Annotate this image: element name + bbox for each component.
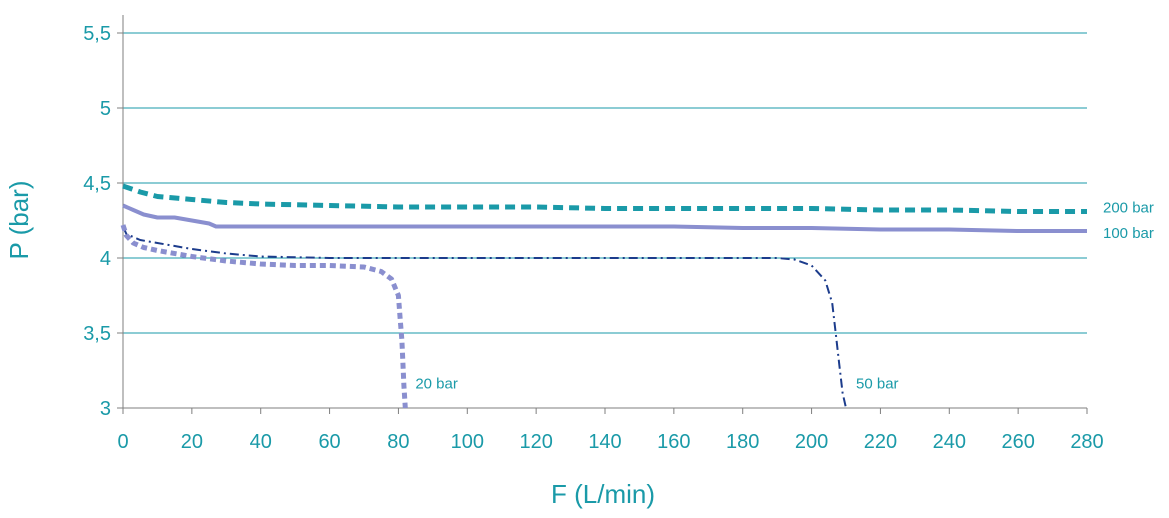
x-tick-label: 120: [519, 431, 552, 453]
x-tick-label: 20: [181, 431, 203, 453]
x-tick-label: 180: [726, 431, 759, 453]
x-tick-label: 140: [588, 431, 621, 453]
x-tick-label: 80: [387, 431, 409, 453]
x-tick-label: 280: [1070, 431, 1103, 453]
series-label-50-bar: 50 bar: [856, 376, 899, 393]
x-tick-label: 160: [657, 431, 690, 453]
x-tick-label: 220: [864, 431, 897, 453]
series-line-200-bar: [122, 183, 1087, 214]
series-line-50-bar: [122, 226, 847, 409]
series-label-100-bar: 100 bar: [1103, 225, 1154, 242]
x-tick-label: 200: [795, 431, 828, 453]
x-tick-label: 240: [933, 431, 966, 453]
y-tick-label: 5,5: [83, 23, 111, 45]
x-tick-labels: 0 20 40 60 80 100 120 140 160 180 200 220 240 260 280: [117, 431, 1103, 453]
grid-lines: [123, 32, 1087, 334]
y-tick-labels: 3 3,5 4 4,5 5 5,5: [83, 23, 111, 420]
y-tick-label: 4,5: [83, 173, 111, 195]
series-label-20-bar: 20 bar: [415, 376, 458, 393]
x-tick-label: 60: [318, 431, 340, 453]
x-tick-label: 40: [250, 431, 272, 453]
y-tick-label: 3: [100, 398, 111, 420]
y-tick-label: 4: [100, 248, 111, 270]
y-tick-label: 5: [100, 98, 111, 120]
series-label-200-bar: 200 bar: [1103, 200, 1154, 217]
y-tick-label: 3,5: [83, 323, 111, 345]
y-axis-label: P (bar): [4, 181, 34, 260]
x-axis-label: F (L/min): [551, 479, 655, 509]
axes: [117, 15, 1088, 414]
series-lines: [120, 183, 1087, 409]
x-tick-label: 0: [117, 431, 128, 453]
x-tick-label: 100: [451, 431, 484, 453]
series-labels: 200 bar 100 bar 50 bar 20 bar: [415, 200, 1154, 393]
series-line-100-bar: [122, 203, 1087, 233]
series-line-20-bar: [120, 224, 408, 409]
x-tick-label: 260: [1001, 431, 1034, 453]
